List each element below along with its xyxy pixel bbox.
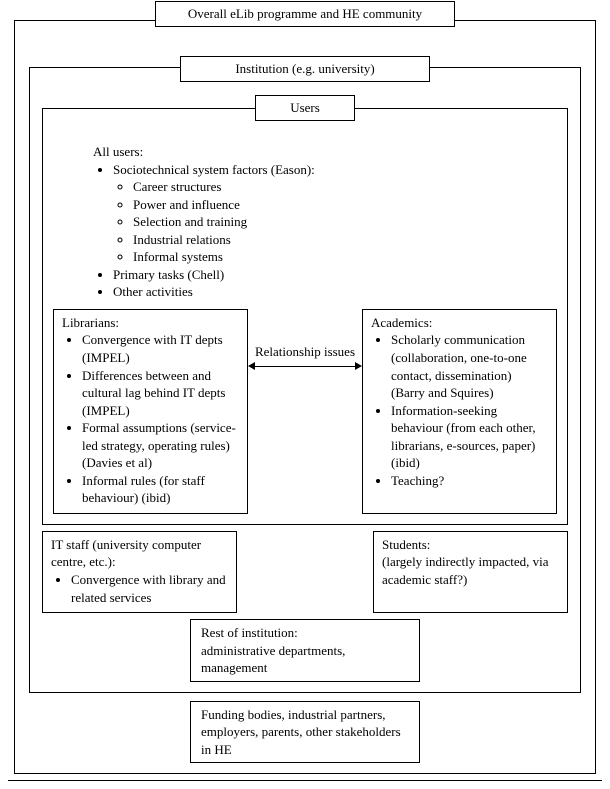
- librarians-item: Differences between and cultural lag beh…: [82, 367, 239, 420]
- socio-item: Selection and training: [133, 213, 557, 231]
- rest-box: Rest of institution: administrative depa…: [190, 619, 420, 682]
- academics-item: Teaching?: [391, 472, 548, 490]
- socio-item: Career structures: [133, 178, 557, 196]
- bottom-rule: [8, 780, 602, 781]
- librarians-item: Formal assumptions (service-led strategy…: [82, 419, 239, 472]
- itstaff-students-row: IT staff (university computer centre, et…: [42, 531, 568, 613]
- academics-title: Academics:: [371, 314, 548, 332]
- students-box: Students: (largely indirectly impacted, …: [373, 531, 568, 613]
- funding-text: Funding bodies, industrial partners, emp…: [201, 706, 409, 759]
- funding-box: Funding bodies, industrial partners, emp…: [190, 701, 420, 764]
- institution-title: Institution (e.g. university): [180, 56, 430, 82]
- rest-text: administrative departments, management: [201, 642, 409, 677]
- outer-title: Overall eLib programme and HE community: [155, 1, 455, 27]
- academics-box: Academics: Scholarly communication (coll…: [362, 309, 557, 514]
- socio-item: Industrial relations: [133, 231, 557, 249]
- students-title: Students:: [382, 536, 559, 554]
- outer-container: Overall eLib programme and HE community …: [14, 20, 596, 774]
- academics-item: Information-seeking behaviour (from each…: [391, 402, 548, 472]
- other-activities: Other activities: [113, 283, 557, 301]
- students-text: (largely indirectly impacted, via academ…: [382, 553, 559, 588]
- rest-title: Rest of institution:: [201, 624, 409, 642]
- librarians-box: Librarians: Convergence with IT depts (I…: [53, 309, 248, 514]
- users-title: Users: [255, 95, 355, 121]
- primary-tasks: Primary tasks (Chell): [113, 266, 557, 284]
- socio-heading: Sociotechnical system factors (Eason):: [113, 161, 557, 179]
- socio-item: Informal systems: [133, 248, 557, 266]
- librarians-academics-row: Librarians: Convergence with IT depts (I…: [53, 309, 557, 514]
- itstaff-title: IT staff (university computer centre, et…: [51, 536, 228, 571]
- itstaff-item: Convergence with library and related ser…: [71, 571, 228, 606]
- all-users-label: All users:: [93, 143, 557, 161]
- librarians-item: Informal rules (for staff behaviour) (ib…: [82, 472, 239, 507]
- librarians-title: Librarians:: [62, 314, 239, 332]
- relationship-gap: Relationship issues: [248, 309, 362, 514]
- all-users-block: All users: Sociotechnical system factors…: [93, 143, 557, 301]
- itstaff-box: IT staff (university computer centre, et…: [42, 531, 237, 613]
- double-arrow-icon: [248, 362, 362, 370]
- academics-item: Scholarly communication (collaboration, …: [391, 331, 548, 401]
- relationship-label: Relationship issues: [255, 343, 355, 361]
- users-container: Users All users: Sociotechnical system f…: [42, 108, 568, 525]
- socio-item: Power and influence: [133, 196, 557, 214]
- institution-container: Institution (e.g. university) Users All …: [29, 67, 581, 693]
- librarians-item: Convergence with IT depts (IMPEL): [82, 331, 239, 366]
